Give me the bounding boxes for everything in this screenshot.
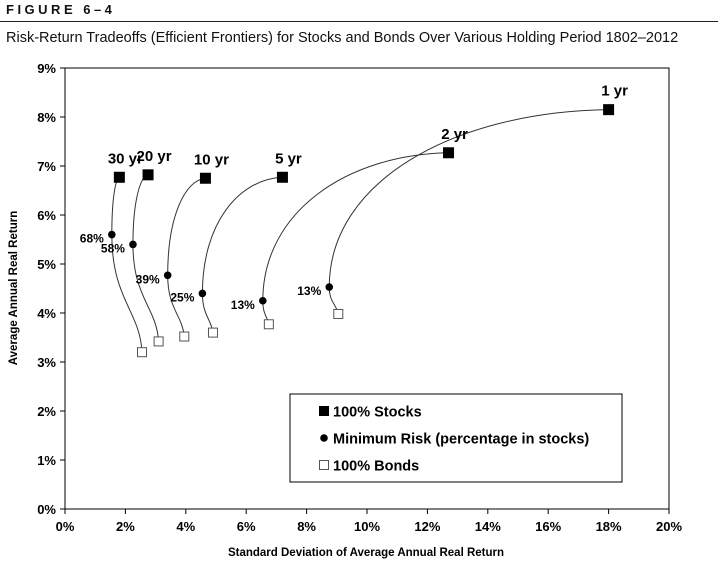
y-tick-label: 4%: [37, 306, 56, 321]
y-tick-label: 3%: [37, 355, 56, 370]
legend-box: [289, 393, 623, 483]
x-tick-label: 6%: [237, 519, 256, 534]
figure-title: Risk-Return Tradeoffs (Efficient Frontie…: [6, 30, 679, 46]
holding-period-label: 30 yr: [108, 150, 143, 167]
legend-stocks-marker: [319, 406, 329, 416]
frontier-curve-2yr: [262, 152, 449, 325]
holding-period-label: 10 yr: [194, 151, 229, 168]
figure-label: FIGURE 6–4: [6, 2, 116, 17]
y-tick-label: 9%: [37, 61, 56, 76]
y-tick-label: 0%: [37, 502, 56, 517]
holding-period-label: 20 yr: [137, 148, 172, 165]
legend-min-risk-marker: [320, 434, 328, 442]
x-tick-label: 12%: [414, 519, 440, 534]
stocks-point: [199, 172, 211, 184]
min-risk-point: [198, 289, 207, 298]
min-risk-percent-label: 25%: [170, 290, 194, 304]
min-risk-percent-label: 39%: [136, 272, 160, 286]
frontier-curve-1yr: [328, 109, 609, 315]
x-tick-label: 2%: [116, 519, 135, 534]
bonds-point: [137, 347, 148, 358]
y-tick-label: 2%: [37, 404, 56, 419]
min-risk-percent-label: 68%: [80, 232, 104, 246]
holding-period-label: 5 yr: [275, 150, 302, 167]
x-tick-label: 14%: [475, 519, 501, 534]
y-axis-label: Average Annual Real Return: [8, 211, 20, 365]
stocks-point: [276, 171, 288, 183]
y-tick-label: 6%: [37, 208, 56, 223]
x-tick-label: 8%: [297, 519, 316, 534]
min-risk-point: [163, 271, 172, 280]
stocks-point: [113, 171, 125, 183]
min-risk-point: [325, 283, 334, 291]
x-tick-label: 16%: [535, 519, 561, 534]
x-tick-label: 4%: [176, 519, 195, 534]
x-axis-label: Standard Deviation of Average Annual Rea…: [228, 547, 504, 559]
stocks-point: [443, 147, 455, 159]
x-tick-label: 20%: [656, 519, 682, 534]
y-tick-label: 7%: [37, 159, 56, 174]
frontier-curve-20yr: [132, 174, 160, 342]
min-risk-point: [259, 296, 267, 305]
axes: 0% 1% 2% 3% 4% 5% 6% 7% 8% 9% 0% 2% 4% 6% 8% 10% 12% 14% 1…: [37, 61, 682, 534]
min-risk-point: [108, 230, 116, 239]
bonds-point: [263, 319, 274, 330]
y-tick-label: 5%: [37, 257, 56, 272]
x-tick-label: 10%: [354, 519, 380, 534]
frontier-curves: [111, 109, 609, 353]
bonds-point: [333, 308, 344, 319]
bonds-point: [179, 331, 190, 342]
x-tick-label: 18%: [596, 519, 622, 534]
frontier-curve-10yr: [167, 177, 206, 337]
stocks-point: [603, 104, 615, 116]
min-risk-percent-label: 13%: [231, 298, 255, 312]
frontier-curve-5yr: [201, 176, 283, 333]
bonds-point: [153, 336, 164, 347]
y-tick-label: 1%: [37, 453, 56, 468]
holding-period-label: 2 yr: [441, 126, 468, 143]
min-risk-point: [129, 240, 137, 249]
legend: 100% Stocks Minimum Risk (percentage in s…: [289, 393, 623, 483]
min-risk-percent-label: 13%: [297, 284, 321, 298]
holding-period-label: 1 yr: [601, 83, 628, 100]
title-rule: [0, 21, 718, 22]
legend-entry-label: 100% Stocks: [333, 405, 422, 421]
stocks-point: [142, 169, 154, 181]
legend-entry-label: 100% Bonds: [333, 459, 419, 475]
legend-bonds-marker: [319, 460, 329, 470]
y-tick-label: 8%: [37, 110, 56, 125]
x-tick-label: 0%: [56, 519, 75, 534]
legend-entry-label: Minimum Risk (percentage in stocks): [333, 432, 589, 448]
frontier-curve-30yr: [111, 176, 143, 353]
min-risk-percent-label: 58%: [101, 241, 125, 255]
chart-marks: 30 yr 68% 20 yr 58% 10 yr 39% 5 yr 25% 2 yr 13% 1 …: [80, 83, 628, 358]
bonds-point: [207, 327, 218, 338]
